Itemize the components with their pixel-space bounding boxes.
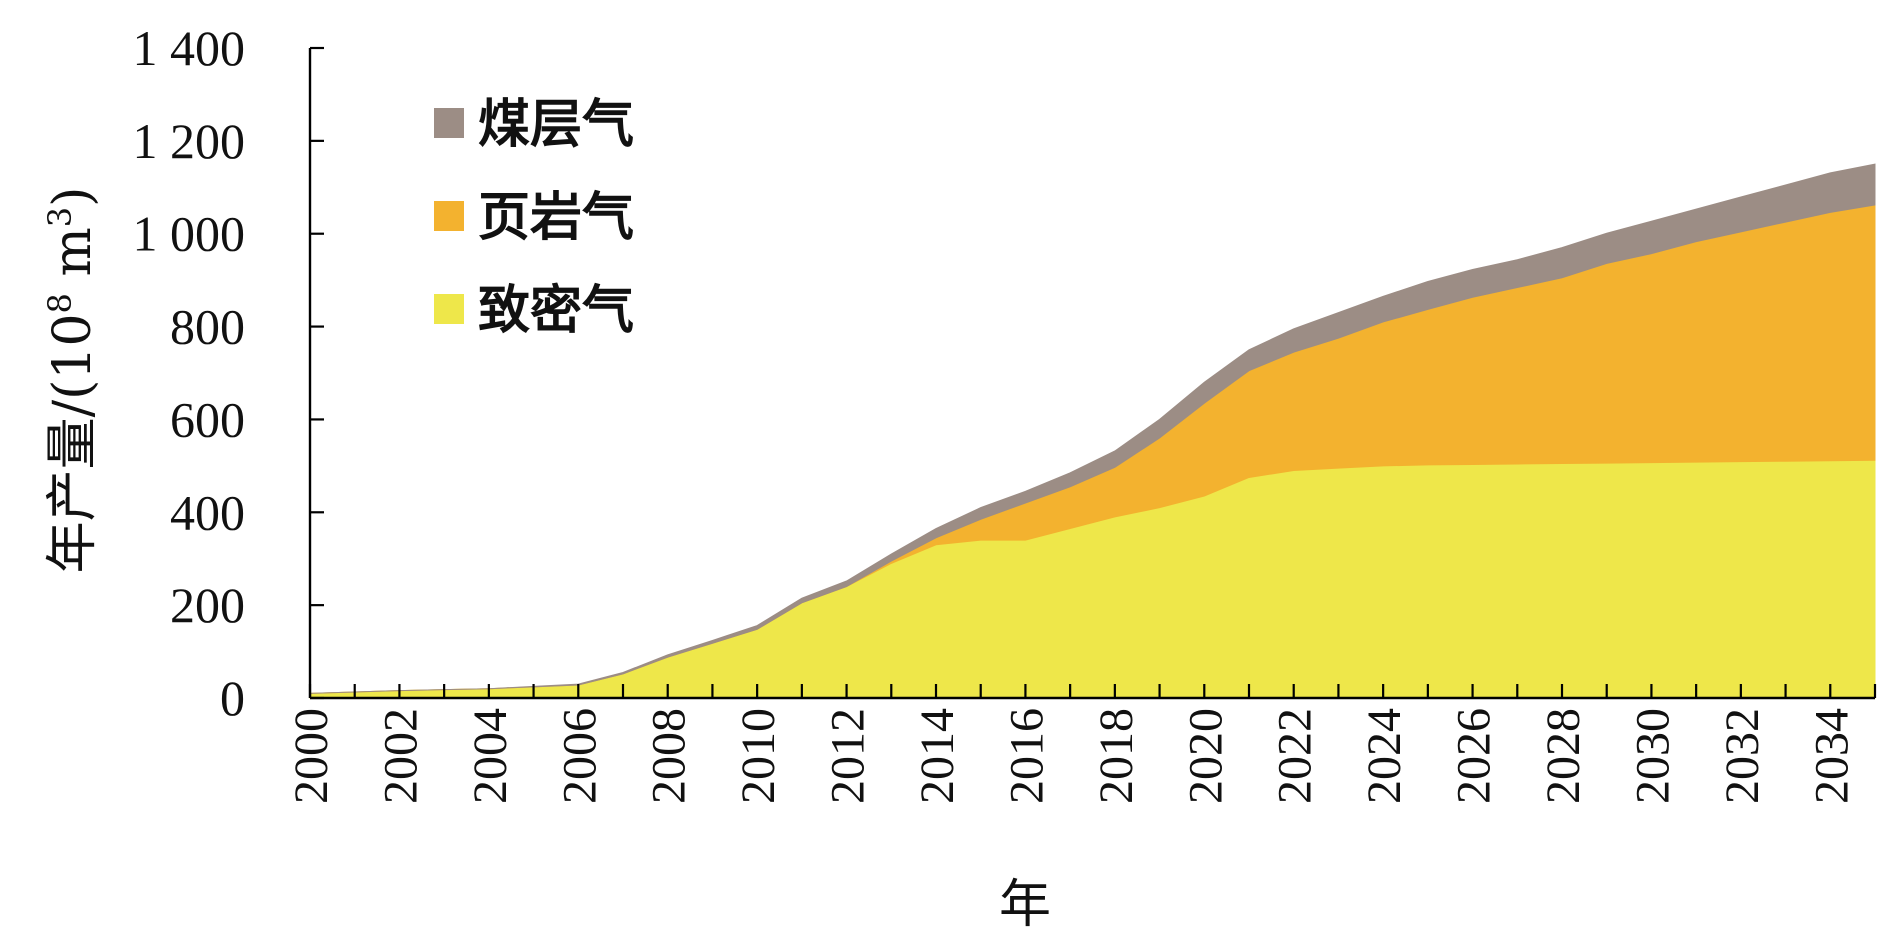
x-tick-label: 2022 (1269, 708, 1322, 804)
x-tick-label: 2020 (1179, 708, 1232, 804)
x-tick-label: 2034 (1805, 708, 1858, 804)
y-tick-label: 600 (170, 391, 245, 447)
y-axis-title-end: ) (43, 187, 103, 207)
legend-label: 煤层气 (478, 94, 634, 155)
y-tick-label: 200 (170, 577, 245, 633)
x-tick-label: 2006 (553, 708, 606, 804)
legend-swatch (434, 108, 464, 138)
legend-label: 页岩气 (478, 187, 634, 248)
x-tick-label: 2032 (1716, 708, 1769, 804)
legend-label: 致密气 (478, 280, 634, 341)
y-tick-label: 1 400 (133, 20, 246, 76)
area-series-group (309, 163, 1876, 699)
x-tick-label: 2014 (911, 708, 964, 804)
x-tick-label: 2016 (1000, 708, 1053, 804)
x-tick-label: 2030 (1626, 708, 1679, 804)
y-axis-title-exp1: 8 (41, 293, 79, 313)
x-tick-label: 2018 (1090, 708, 1143, 804)
x-tick-label: 2012 (822, 708, 875, 804)
x-tick-label: 2008 (643, 708, 696, 804)
y-tick-label: 0 (220, 670, 245, 726)
axes-group: 0 200 400 600 800 1 000 1 200 1 400 2000 2002 2004… (133, 20, 1877, 804)
y-tick-label: 1 000 (133, 206, 246, 262)
x-tick-label: 2026 (1448, 708, 1501, 804)
area-series-3 (309, 163, 1876, 694)
y-axis-title-mid: m (43, 227, 103, 293)
y-tick-label: 800 (170, 299, 245, 355)
x-tick-label: 2004 (464, 708, 517, 804)
x-tick-label: 2000 (285, 708, 338, 804)
y-tick-label: 1 200 (133, 113, 246, 169)
x-tick-label: 2010 (732, 708, 785, 804)
y-axis-title-main: 年产量/(10 (43, 313, 103, 573)
x-tick-label: 2024 (1358, 708, 1411, 804)
x-axis-title: 年 (999, 875, 1051, 935)
x-tick-label: 2028 (1537, 708, 1590, 804)
x-tick-label: 2002 (374, 708, 427, 804)
y-tick-label: 400 (170, 484, 245, 540)
y-axis-title: 年产量/(108 m3) (41, 187, 103, 574)
legend-swatch (434, 201, 464, 231)
y-axis-title-exp2: 3 (41, 207, 79, 227)
legend-swatch (434, 294, 464, 324)
